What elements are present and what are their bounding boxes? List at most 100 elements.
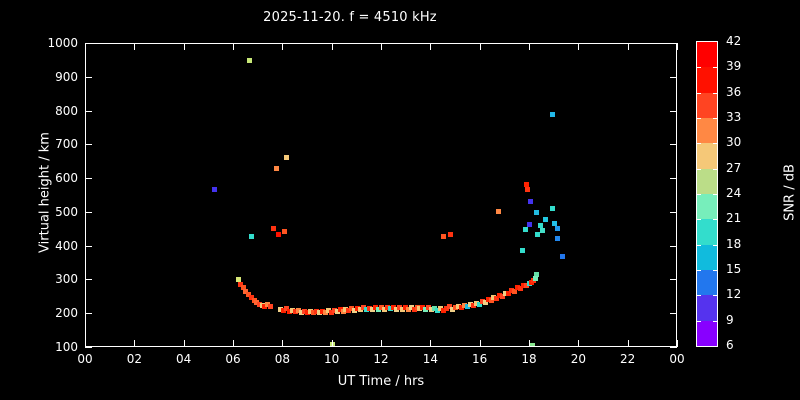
x-tick	[627, 340, 629, 347]
data-point	[488, 298, 494, 304]
x-tick	[183, 340, 185, 347]
data-point	[527, 198, 533, 204]
data-point	[476, 301, 482, 307]
data-point	[461, 302, 467, 308]
colorbar-band	[697, 92, 717, 118]
data-point	[527, 222, 532, 228]
data-point	[283, 154, 289, 160]
data-point	[414, 304, 420, 310]
y-tick-label: 400	[55, 238, 78, 253]
x-tick-top	[578, 43, 580, 50]
data-point	[529, 342, 535, 346]
data-point	[390, 304, 396, 310]
data-point	[246, 58, 252, 64]
y-tick-label: 500	[55, 204, 78, 219]
x-tick	[282, 340, 284, 347]
data-point	[521, 282, 527, 288]
y-tick-right	[670, 347, 677, 348]
data-point	[373, 305, 379, 311]
data-point	[384, 304, 390, 310]
data-point	[534, 232, 540, 238]
data-point	[441, 234, 447, 240]
data-point	[540, 227, 546, 233]
colorbar-tick-right	[713, 67, 717, 69]
data-point	[515, 285, 521, 291]
colorbar-tick-right	[713, 143, 717, 145]
x-tick-top	[134, 43, 136, 50]
colorbar-tick	[697, 92, 701, 94]
y-tick-right	[670, 144, 677, 146]
y-tick-right	[670, 178, 677, 180]
data-point	[555, 235, 561, 241]
data-point	[293, 309, 299, 315]
data-point	[524, 181, 530, 187]
data-point	[361, 305, 367, 311]
data-point	[370, 307, 376, 313]
data-point	[423, 306, 429, 312]
y-tick-label: 600	[55, 171, 78, 186]
colorbar-tick-label: 39	[726, 59, 742, 74]
data-point	[256, 301, 262, 307]
y-tick-label: 100	[55, 340, 78, 354]
data-point	[458, 305, 464, 311]
x-tick-label: 06	[225, 352, 241, 366]
data-point	[524, 283, 530, 289]
x-tick	[233, 340, 234, 347]
data-point	[420, 304, 426, 310]
data-point	[417, 306, 423, 312]
colorbar-tick-right	[713, 295, 717, 297]
data-point	[387, 306, 393, 312]
x-tick	[677, 340, 678, 347]
data-point	[376, 306, 382, 312]
colorbar-tick-label: 6	[726, 338, 734, 352]
data-point	[330, 342, 336, 346]
colorbar-tick-label: 27	[726, 160, 742, 175]
colorbar-title: SNR / dB	[782, 164, 798, 221]
colorbar-band	[697, 219, 717, 245]
data-point	[379, 304, 384, 310]
data-point	[506, 291, 512, 297]
colorbar-tick-label: 24	[726, 186, 742, 200]
colorbar-band	[697, 118, 717, 144]
colorbar-tick-label: 30	[726, 135, 742, 150]
data-point	[238, 281, 244, 287]
data-point	[485, 297, 491, 303]
y-tick-right	[670, 279, 677, 281]
x-tick	[529, 340, 530, 347]
plot-frame	[85, 43, 677, 347]
x-tick-top	[282, 43, 284, 50]
x-tick-top	[430, 43, 432, 50]
data-point	[435, 307, 441, 313]
data-point	[538, 223, 544, 229]
y-tick-right	[670, 110, 677, 112]
data-point	[325, 308, 331, 314]
data-point	[408, 305, 414, 311]
x-tick-top	[529, 43, 530, 50]
x-tick-top	[677, 43, 678, 50]
data-point	[467, 301, 473, 307]
x-tick-top	[233, 43, 234, 50]
chart-title: 2025-11-20. f = 4510 kHz	[263, 10, 437, 25]
colorbar-tick	[697, 168, 701, 170]
x-tick-label: 12	[373, 352, 389, 366]
x-tick	[85, 340, 86, 347]
colorbar-tick-right	[713, 244, 717, 246]
colorbar-tick	[697, 244, 701, 246]
colorbar-tick-right	[713, 92, 717, 94]
data-point	[542, 217, 548, 223]
data-point	[411, 306, 417, 312]
x-tick-top	[381, 43, 382, 50]
data-point	[319, 308, 325, 314]
data-point	[313, 309, 319, 315]
data-point	[267, 303, 273, 309]
colorbar-tick	[697, 320, 701, 322]
data-point	[450, 306, 456, 312]
data-point	[248, 295, 254, 301]
scatter-plot-area	[86, 44, 676, 346]
data-point	[520, 247, 526, 253]
data-point	[240, 285, 246, 291]
data-point	[264, 302, 270, 308]
x-tick-top	[85, 43, 86, 50]
data-point	[534, 272, 540, 278]
data-point	[302, 308, 308, 314]
